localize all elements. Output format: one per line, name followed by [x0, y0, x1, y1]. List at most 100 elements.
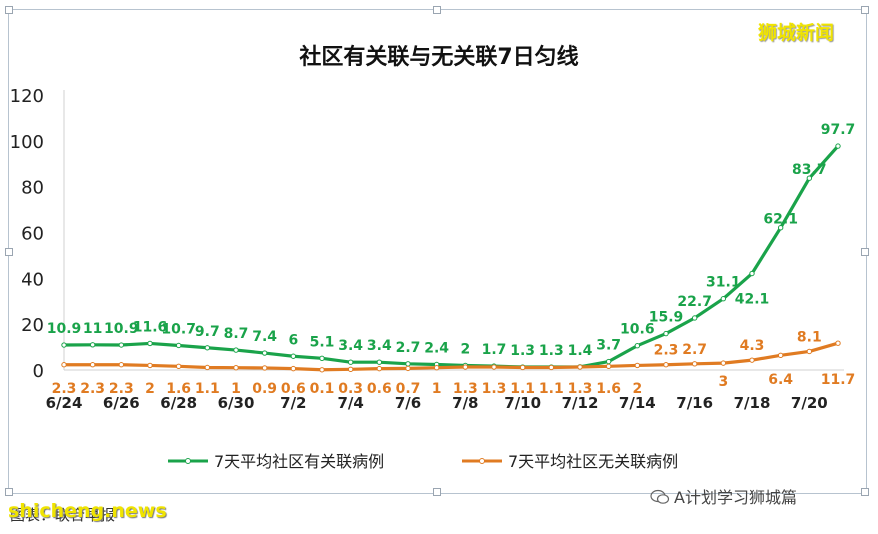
- series-1-data-label: 1.7: [482, 342, 507, 358]
- series-2-data-label: 6.4: [768, 372, 793, 388]
- wechat-account: A计划学习狮城篇: [650, 484, 797, 508]
- series-1-point: [691, 315, 698, 321]
- series-2-data-label: 1.3: [568, 381, 593, 397]
- series-line-2: [64, 341, 839, 372]
- series-2-data-label: 11.7: [821, 372, 856, 388]
- series-2-point: [605, 363, 612, 370]
- series-2-point: [691, 361, 698, 367]
- series-1-point: [347, 359, 354, 365]
- series-2-data-label: 4.3: [740, 338, 765, 354]
- y-tick-label: 100: [10, 132, 44, 153]
- series-2-data-label: 1.3: [482, 381, 507, 397]
- series-2-point: [462, 364, 469, 370]
- series-1-point: [777, 224, 784, 231]
- series-1-data-label: 83.7: [792, 162, 827, 178]
- series-2-point: [835, 340, 841, 346]
- series-2-data-label: 8.1: [797, 329, 822, 345]
- legend: 7天平均社区有关联病例 7天平均社区无关联病例: [168, 452, 678, 471]
- series-1-data-label: 97.7: [821, 122, 856, 138]
- resize-handle-bottom[interactable]: [433, 488, 441, 496]
- resize-handle-top[interactable]: [433, 6, 441, 14]
- x-tick-label: 7/14: [619, 394, 656, 412]
- resize-handle-right[interactable]: [861, 248, 869, 256]
- resize-handle-top-right[interactable]: [861, 6, 869, 14]
- resize-handle-bottom-left[interactable]: [5, 488, 13, 496]
- wechat-icon: [650, 489, 670, 504]
- series-1-data-label: 62.1: [763, 212, 798, 228]
- series-1-point: [663, 330, 669, 337]
- legend-marker-1: [185, 458, 191, 464]
- series-2-point: [376, 365, 383, 372]
- y-tick-label: 60: [21, 224, 44, 245]
- x-tick-label: 7/20: [791, 394, 828, 412]
- series-2-data-label: 1.1: [195, 381, 220, 397]
- series-2-data-label: 2.3: [654, 343, 679, 359]
- series-2-point: [806, 348, 813, 355]
- series-1-data-label: 15.9: [649, 310, 684, 326]
- series-1-point: [806, 175, 813, 181]
- series-2-point: [233, 365, 239, 371]
- series-2-point: [405, 365, 411, 372]
- series-2-point: [290, 365, 297, 372]
- series-2-point: [347, 366, 354, 373]
- x-tick-label: 7/12: [562, 394, 599, 412]
- series-1-data-label: 10.9: [104, 321, 139, 337]
- series-2-point: [61, 362, 67, 368]
- series-2-point: [519, 364, 526, 371]
- series-1-data-label: 42.1: [735, 292, 770, 308]
- series-1-point: [233, 347, 239, 353]
- series-2-data-label: 2.3: [52, 381, 77, 397]
- x-tick-label: 7/4: [337, 394, 363, 412]
- x-tick-label: 6/30: [218, 394, 255, 412]
- series-2-data-label: 0.6: [281, 381, 306, 397]
- series-1-point: [634, 343, 641, 349]
- series-2-point: [147, 362, 153, 369]
- axis-layer: 0 20 40 60 80 100 120 6/24 6/26 6/28 6/30 7/2 7/4 7/6…: [10, 86, 844, 412]
- legend-label-1: 7天平均社区有关联病例: [214, 452, 384, 471]
- series-1-data-label: 3.7: [596, 338, 621, 354]
- series-1-point: [720, 296, 727, 302]
- series-2-point: [663, 362, 669, 368]
- series-1-point: [376, 359, 383, 365]
- series-2-data-label: 0.7: [396, 381, 421, 397]
- series-1-point: [175, 342, 182, 349]
- series-2-point: [491, 364, 497, 370]
- series-1-data-label: 1.4: [568, 343, 593, 359]
- x-tick-label: 6/26: [103, 394, 140, 412]
- series-2-point: [204, 364, 211, 371]
- series-line-1: [63, 145, 840, 369]
- series-2-point: [175, 363, 182, 370]
- series-1-data-label: 10.6: [620, 322, 655, 338]
- series-1-data-label: 3.4: [367, 338, 392, 354]
- data-labels: 10.9 11 10.911.610.79.7 8.7 7.4 6 5.1 3.4 3.4 2.7…: [47, 122, 856, 397]
- y-tick-label: 0: [33, 361, 44, 382]
- series-2-data-label: 1.3: [453, 381, 478, 397]
- x-tick-label: 7/16: [676, 394, 713, 412]
- x-tick-label: 7/8: [452, 394, 478, 412]
- series-2-data-label: 3: [718, 374, 728, 390]
- series-1-point: [405, 361, 411, 367]
- series-2-data-label: 1.1: [539, 381, 564, 397]
- y-tick-label: 120: [10, 86, 44, 107]
- chart-frame: [5, 6, 869, 496]
- resize-handle-bottom-right[interactable]: [861, 488, 869, 496]
- chart-title: 社区有关联与无关联7日匀线: [299, 44, 578, 70]
- series-2-data-label: 0.1: [310, 381, 335, 397]
- series-1-point: [118, 342, 125, 348]
- legend-label-2: 7天平均社区无关联病例: [508, 452, 678, 471]
- series-1-data-label: 10.9: [47, 321, 82, 337]
- series-2-point: [261, 365, 268, 371]
- resize-handle-left[interactable]: [5, 248, 13, 256]
- x-tick-label: 6/28: [160, 394, 197, 412]
- series-2-data-label: 2.7: [682, 342, 707, 358]
- series-2-data-label: 0.9: [252, 381, 277, 397]
- y-tick-label: 80: [21, 178, 44, 199]
- source-caption: 图表：联合早报: [10, 506, 116, 524]
- x-tick-label: 7/18: [734, 394, 771, 412]
- series-1-data-label: 22.7: [677, 294, 712, 310]
- resize-handle-top-left[interactable]: [5, 6, 13, 14]
- series-2-point: [319, 367, 325, 373]
- series-2-data-label: 1: [231, 381, 241, 397]
- y-tick-label: 40: [21, 269, 44, 290]
